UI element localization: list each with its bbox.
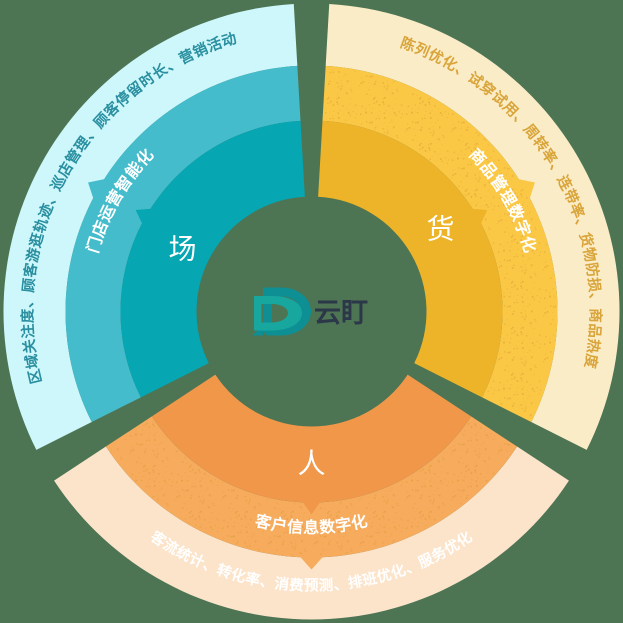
svg-text:人: 人 bbox=[297, 448, 325, 479]
svg-text:场: 场 bbox=[168, 233, 196, 264]
svg-text:货: 货 bbox=[426, 213, 454, 244]
svg-text:云盯: 云盯 bbox=[314, 298, 368, 328]
